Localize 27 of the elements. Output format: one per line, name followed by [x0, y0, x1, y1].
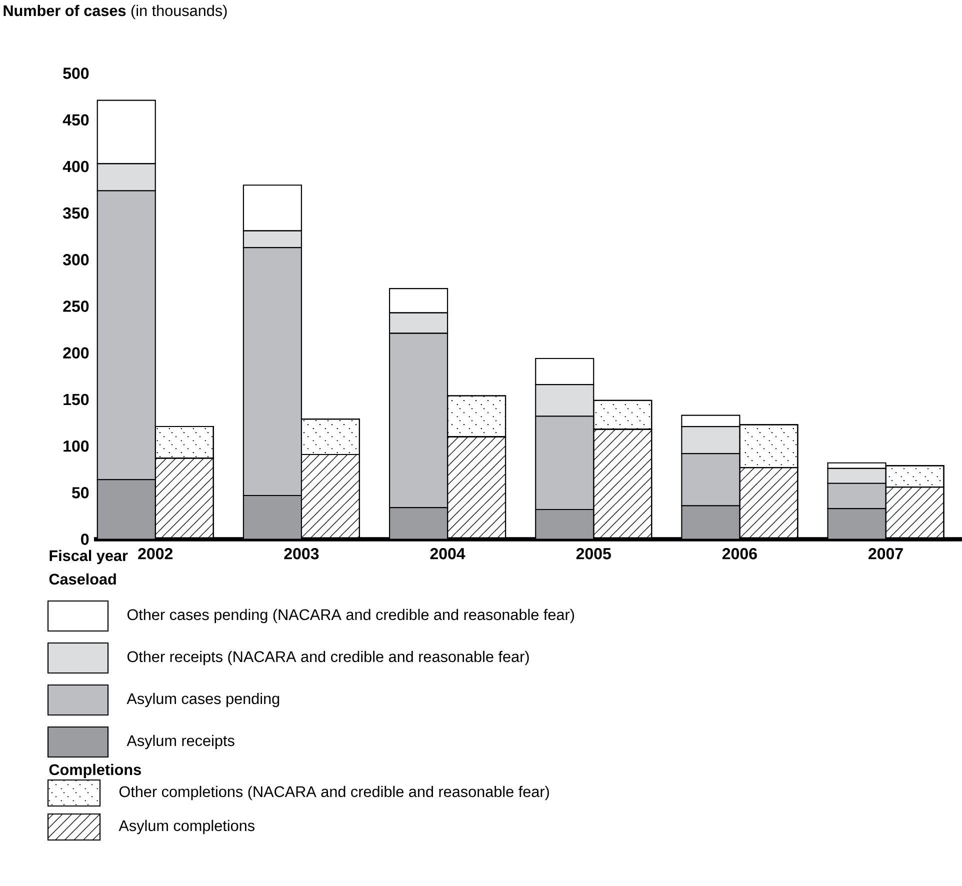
y-tick-label: 50: [72, 487, 89, 498]
x-axis-title: Fiscal year: [50, 550, 128, 564]
y-tick-label: 500: [63, 68, 89, 79]
legend-label: Other cases pending (NACARA and credible and reasonable fear): [127, 608, 574, 624]
legend-title: Completions: [49, 764, 141, 778]
y-tick-label: 350: [62, 207, 89, 219]
y-tick-label: 250: [63, 300, 89, 312]
legend-label: Asylum receipts: [126, 734, 234, 750]
x-tick-label: 2006: [722, 548, 757, 560]
x-tick-label: 2004: [430, 548, 466, 560]
y-tick-label: 100: [64, 440, 89, 452]
x-tick-label: 2002: [138, 548, 173, 560]
y-tick-label: 400: [62, 160, 89, 172]
legend-label: Asylum cases pending: [126, 692, 280, 708]
y-tick-label: 150: [64, 394, 89, 406]
x-tick-label: 2007: [868, 548, 903, 560]
y-axis-title: Number of cases (in thousands): [4, 4, 227, 20]
x-tick-label: 2003: [284, 548, 319, 560]
legend-label: Other receipts (NACARA and credible and reasonable fear): [127, 650, 529, 666]
legend-title: Caseload: [49, 573, 116, 585]
legend-label: Other completions (NACARA and credible and reasonable fear): [119, 786, 549, 800]
y-tick-label: 450: [62, 114, 89, 126]
y-tick-label: 200: [63, 347, 89, 359]
x-tick-label: 2005: [576, 548, 611, 560]
legend-label: Asylum completions: [118, 820, 254, 834]
y-tick-label: 300: [62, 254, 89, 266]
y-tick-label: 0: [81, 534, 89, 545]
